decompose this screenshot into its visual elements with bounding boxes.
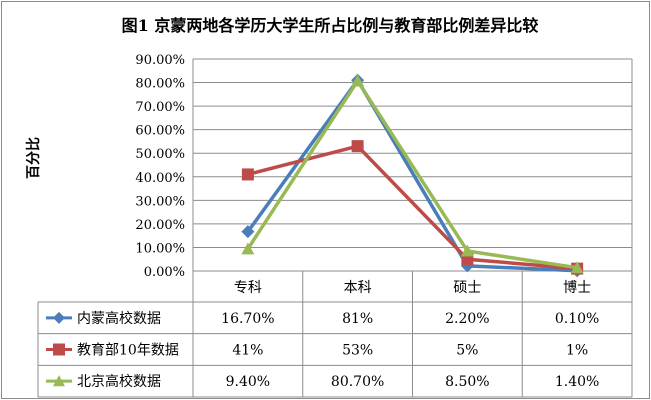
data-table-cell: 53%	[342, 343, 373, 359]
legend-marker	[53, 375, 65, 387]
y-axis-label: 百分比	[25, 137, 42, 179]
y-tick-label: 10.00%	[135, 241, 185, 256]
data-table-cell: 2.20%	[445, 311, 489, 327]
data-table-cell: 5%	[456, 343, 478, 359]
data-table-cell: 1.40%	[555, 374, 599, 390]
y-tick-label: 80.00%	[135, 77, 185, 92]
data-table-cell: 81%	[342, 311, 373, 327]
chart-title: 图1 京蒙两地各学历大学生所占比例与教育部比例差异比较	[122, 16, 539, 35]
plot-area	[241, 73, 584, 278]
y-tick-label: 20.00%	[135, 218, 185, 233]
legend-series-name: 北京高校数据	[77, 373, 161, 390]
data-table-cell: 9.40%	[226, 374, 270, 390]
y-tick-label: 70.00%	[135, 100, 185, 115]
data-table-cell: 41%	[232, 343, 263, 359]
legend-marker	[53, 343, 65, 356]
y-tick-label: 0.00%	[144, 265, 185, 280]
data-table-cell: 1%	[566, 343, 588, 359]
data-point	[241, 242, 255, 255]
data-table-cell: 0.10%	[555, 311, 599, 327]
y-tick-label: 30.00%	[135, 194, 185, 209]
data-point	[351, 140, 364, 153]
series-line	[246, 79, 578, 270]
legend-series-name: 内蒙高校数据	[77, 310, 161, 327]
legend-marker	[53, 311, 65, 324]
y-tick-label: 50.00%	[135, 147, 185, 162]
data-point	[570, 261, 584, 274]
x-category-label: 硕士	[453, 280, 481, 296]
y-tick-label: 60.00%	[135, 124, 185, 139]
x-category-label: 博士	[563, 279, 591, 296]
data-table-cell: 8.50%	[445, 374, 489, 390]
data-point	[351, 74, 365, 87]
y-tick-label: 90.00%	[135, 53, 185, 68]
series-line	[247, 144, 578, 271]
series-line	[246, 78, 578, 273]
data-point	[241, 168, 254, 181]
legend-series-name: 教育部10年数据	[77, 343, 179, 359]
data-point	[241, 225, 255, 239]
axes: 0.00% 10.00% 20.00% 30.00% 40.00% 50.00% 60.00…	[135, 53, 632, 280]
data-table-cell: 80.70%	[331, 374, 384, 390]
data-table-cell: 16.70%	[221, 311, 274, 327]
data-point	[460, 244, 474, 257]
y-tick-label: 40.00%	[135, 171, 185, 186]
x-category-label: 本科	[344, 280, 372, 296]
x-category-label: 专科	[234, 280, 262, 296]
